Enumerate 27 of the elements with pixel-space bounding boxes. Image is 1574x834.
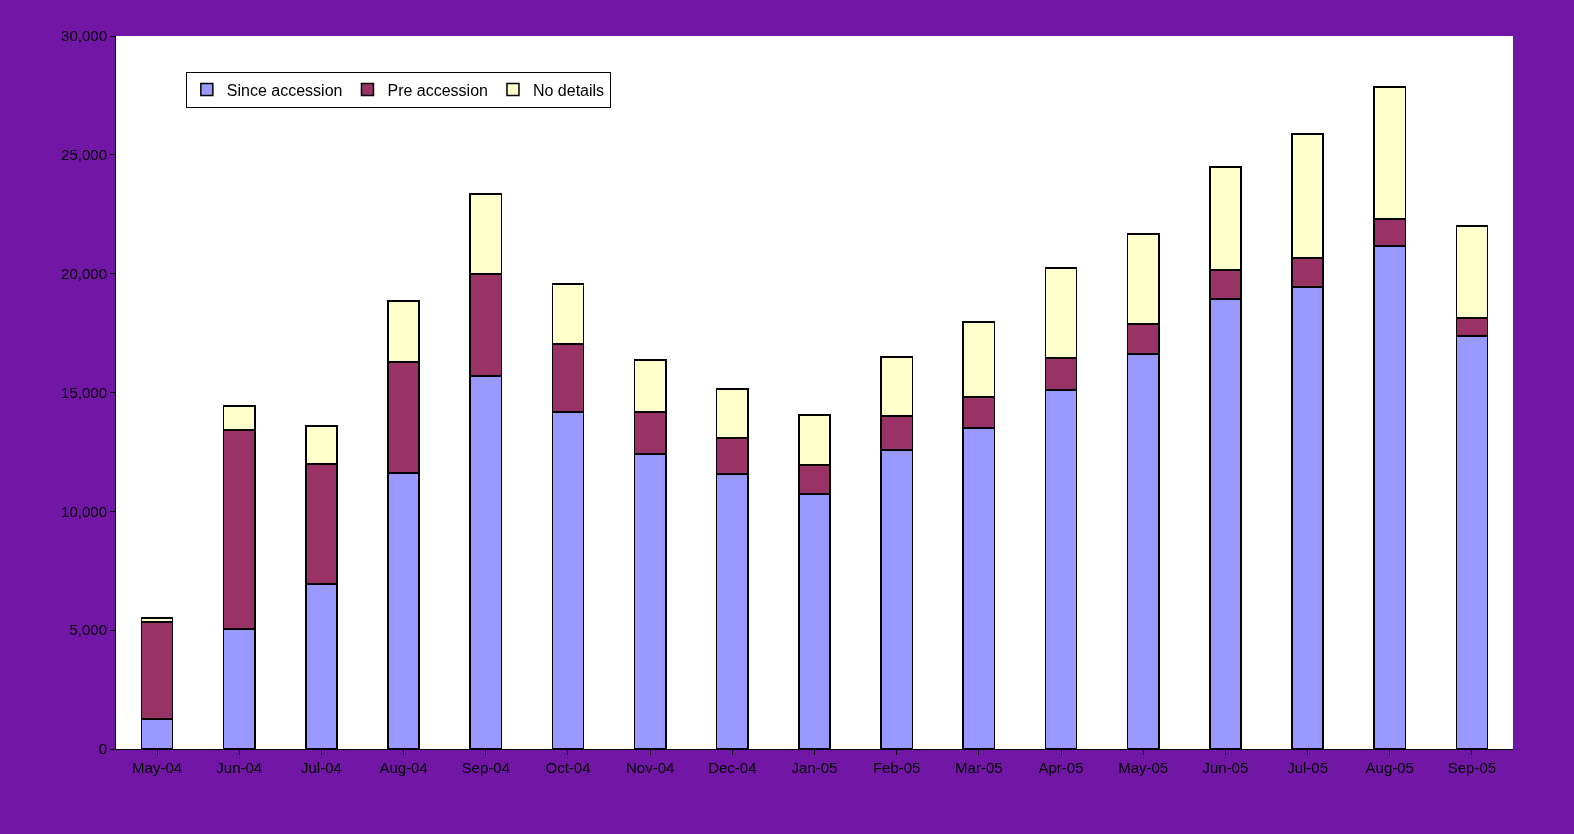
x-tick-label: May-05 [1118,759,1169,776]
x-tick-label: Aug-04 [379,759,428,776]
legend-label: No details [532,81,605,99]
x-tick-label: Sep-05 [1447,759,1497,776]
x-tick-label: Jun-04 [216,759,263,776]
y-tick-label: 30,000 [61,27,107,45]
x-tick-label: Sep-04 [461,759,510,776]
legend-label: Since accession [226,81,343,99]
x-tick-label: Jul-05 [1287,759,1328,776]
y-tick-label: 10,000 [61,502,107,520]
x-tick-label: Apr-05 [1038,759,1084,776]
x-tick-label: Dec-04 [708,759,757,776]
y-tick-label: 0 [98,740,107,758]
x-tick-label: Jul-04 [301,759,342,776]
x-tick-label: Nov-04 [625,759,675,776]
x-tick-label: Aug-05 [1365,759,1414,776]
x-tick-label: Feb-05 [872,759,921,776]
legend-label: Pre accession [387,81,488,99]
y-tick-label: 25,000 [61,146,107,164]
y-tick-label: 15,000 [61,383,107,401]
x-tick-label: Jun-05 [1202,759,1249,776]
x-tick-label: Jan-05 [791,759,838,776]
x-tick-label: Mar-05 [955,759,1003,776]
x-tick-label: May-04 [132,759,183,776]
y-tick-label: 5,000 [69,621,107,639]
y-tick-label: 20,000 [61,264,107,282]
x-tick-label: Oct-04 [545,759,591,776]
